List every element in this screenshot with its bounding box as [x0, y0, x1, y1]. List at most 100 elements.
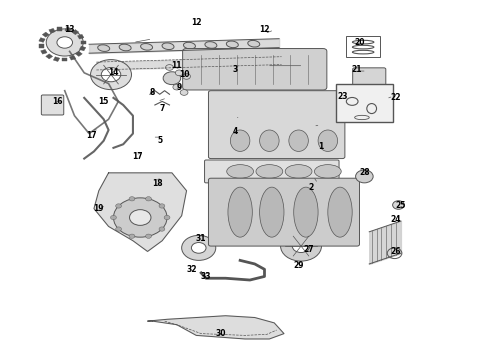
Ellipse shape: [285, 165, 312, 178]
Bar: [65, 27, 71, 32]
Circle shape: [129, 197, 135, 201]
Text: 12: 12: [191, 18, 201, 27]
Ellipse shape: [248, 40, 260, 47]
Text: 20: 20: [354, 38, 365, 47]
Polygon shape: [147, 316, 284, 339]
Circle shape: [164, 215, 170, 220]
FancyBboxPatch shape: [41, 95, 64, 115]
Circle shape: [281, 231, 321, 261]
Circle shape: [46, 29, 83, 56]
Text: 14: 14: [108, 68, 119, 77]
Circle shape: [129, 210, 151, 225]
Circle shape: [101, 67, 121, 82]
Circle shape: [180, 90, 188, 95]
Text: 31: 31: [196, 234, 206, 243]
Ellipse shape: [315, 165, 341, 178]
Bar: [53, 57, 60, 62]
FancyBboxPatch shape: [336, 84, 392, 122]
Ellipse shape: [260, 187, 284, 237]
Text: 7: 7: [159, 104, 165, 113]
FancyBboxPatch shape: [204, 160, 339, 183]
Text: 4: 4: [233, 127, 238, 136]
Circle shape: [114, 198, 167, 237]
Ellipse shape: [183, 42, 196, 49]
Polygon shape: [94, 173, 187, 251]
Bar: [41, 49, 47, 54]
Ellipse shape: [227, 165, 253, 178]
Ellipse shape: [230, 130, 250, 152]
Bar: [49, 28, 55, 33]
Circle shape: [159, 227, 165, 231]
Ellipse shape: [289, 130, 308, 152]
Text: 27: 27: [303, 245, 314, 254]
Bar: [62, 58, 67, 62]
Bar: [42, 32, 49, 37]
Ellipse shape: [294, 187, 318, 237]
Bar: [79, 46, 86, 51]
Bar: [39, 38, 45, 42]
FancyBboxPatch shape: [183, 49, 327, 90]
Circle shape: [175, 70, 183, 76]
Bar: [57, 27, 62, 31]
Circle shape: [111, 215, 116, 220]
Bar: [75, 51, 82, 57]
Circle shape: [163, 72, 181, 85]
Text: 26: 26: [391, 247, 401, 256]
Circle shape: [183, 73, 191, 79]
Text: 9: 9: [176, 83, 182, 92]
Ellipse shape: [98, 45, 110, 51]
Bar: [72, 30, 79, 35]
Circle shape: [173, 84, 181, 90]
FancyBboxPatch shape: [208, 178, 360, 246]
Ellipse shape: [141, 44, 152, 50]
Text: 21: 21: [352, 65, 362, 74]
Circle shape: [182, 235, 216, 260]
Text: 30: 30: [216, 329, 226, 338]
Bar: [81, 41, 86, 44]
Circle shape: [392, 201, 404, 209]
Text: 17: 17: [132, 152, 143, 161]
Circle shape: [57, 37, 73, 48]
Circle shape: [91, 60, 131, 90]
FancyBboxPatch shape: [353, 68, 386, 92]
Text: 17: 17: [86, 131, 97, 140]
Ellipse shape: [205, 42, 217, 48]
Circle shape: [292, 240, 310, 252]
Text: 16: 16: [52, 97, 63, 106]
Ellipse shape: [228, 187, 252, 237]
Ellipse shape: [256, 165, 283, 178]
Text: 23: 23: [337, 91, 348, 100]
Text: 12: 12: [259, 26, 270, 35]
Text: 18: 18: [152, 179, 163, 188]
Text: 22: 22: [391, 93, 401, 102]
Ellipse shape: [226, 41, 238, 48]
Circle shape: [116, 227, 122, 231]
Ellipse shape: [318, 130, 338, 152]
Circle shape: [146, 234, 151, 238]
Text: 10: 10: [179, 70, 189, 79]
Text: 11: 11: [172, 61, 182, 70]
Circle shape: [146, 197, 151, 201]
Text: 28: 28: [359, 168, 369, 177]
Text: 29: 29: [294, 261, 304, 270]
Circle shape: [129, 234, 135, 238]
Text: 32: 32: [186, 265, 196, 274]
Text: 19: 19: [94, 204, 104, 213]
Text: 3: 3: [233, 65, 238, 74]
Circle shape: [356, 170, 373, 183]
Bar: [70, 55, 76, 60]
Text: 2: 2: [308, 183, 314, 192]
FancyBboxPatch shape: [208, 91, 345, 158]
Bar: [77, 35, 84, 39]
Ellipse shape: [328, 187, 352, 237]
Text: 13: 13: [64, 26, 75, 35]
Bar: [46, 54, 52, 59]
Text: 1: 1: [318, 141, 323, 150]
Circle shape: [192, 243, 206, 253]
Text: 15: 15: [98, 97, 109, 106]
Circle shape: [116, 204, 122, 208]
Ellipse shape: [162, 43, 174, 50]
Circle shape: [166, 64, 173, 70]
Text: 5: 5: [157, 136, 162, 145]
Text: 33: 33: [201, 272, 211, 281]
